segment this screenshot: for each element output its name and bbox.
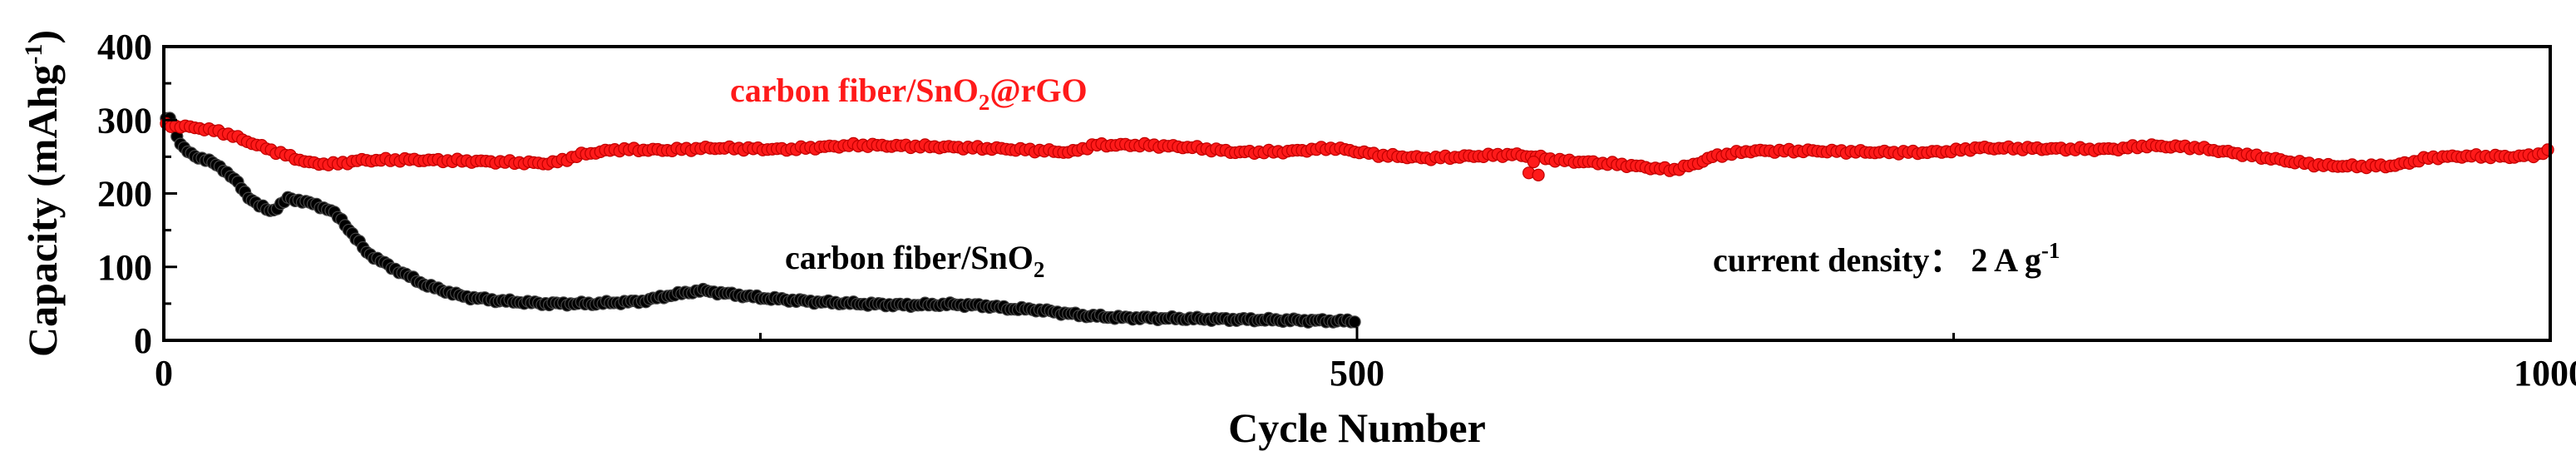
data-point-red <box>1527 156 1541 169</box>
y-tick-label: 400 <box>97 27 152 67</box>
series-label-black-subscript: 2 <box>1034 257 1045 282</box>
y-axis-title: Capacity (mAhg-1) <box>19 30 66 357</box>
current-density-main: current density： 2 A g <box>1713 241 2041 279</box>
y-tick-label: 0 <box>134 320 152 361</box>
series-label-black-main: carbon fiber/SnO <box>785 239 1034 276</box>
y-tick-label: 300 <box>97 100 152 141</box>
series-label-red-main: carbon fiber/SnO <box>730 72 979 109</box>
current-density-superscript: -1 <box>2041 238 2060 263</box>
series-label-red-subscript: 2 <box>979 90 990 115</box>
series-label-red: carbon fiber/SnO2@rGO <box>730 72 1088 115</box>
x-tick-label: 0 <box>155 353 173 394</box>
data-points-layer <box>160 112 2554 329</box>
current-density-label: current density： 2 A g-1 <box>1713 238 2060 279</box>
y-axis-title-close: ) <box>19 30 66 44</box>
y-axis-title-main: Capacity (mAhg <box>19 65 66 357</box>
data-point-black <box>1348 315 1361 329</box>
series-label-red-tail: @rGO <box>989 72 1087 109</box>
y-tick-label: 100 <box>97 247 152 288</box>
data-point-red <box>1532 168 1545 181</box>
y-tick-label: 200 <box>97 174 152 215</box>
plot-frame <box>162 45 2552 342</box>
series-label-black: carbon fiber/SnO2 <box>785 239 1044 282</box>
x-tick-label: 500 <box>1330 353 1384 394</box>
x-axis-title: Cycle Number <box>1228 404 1486 451</box>
y-axis-title-superscript: -1 <box>20 44 47 65</box>
